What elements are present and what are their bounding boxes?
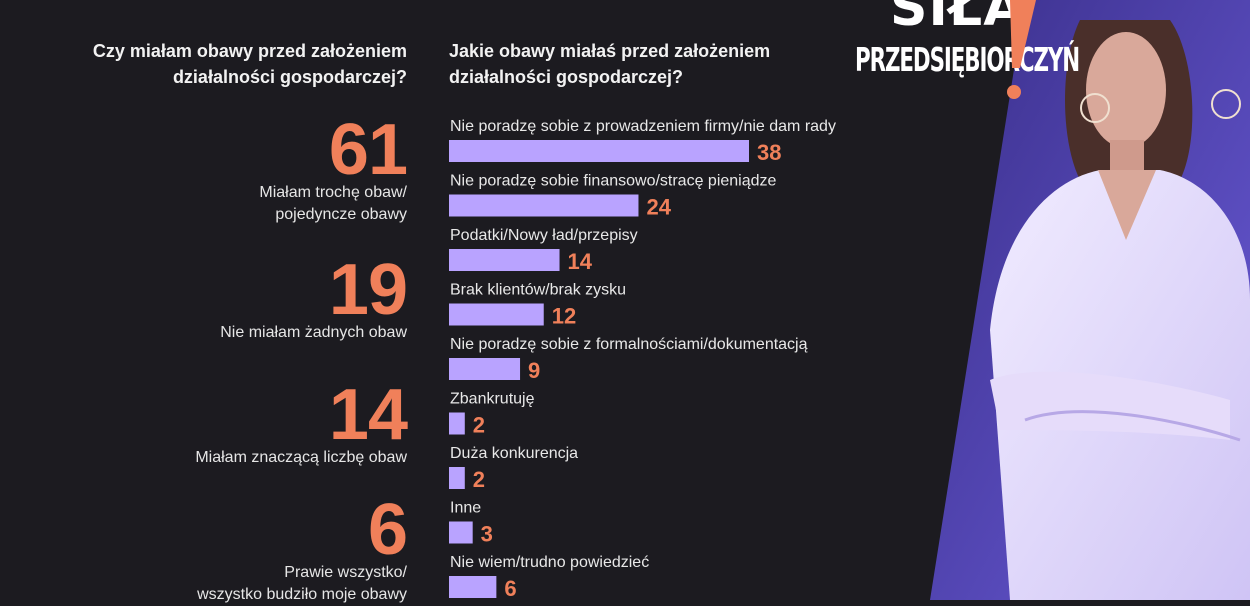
bar [449,521,473,544]
bar-category-label: Nie wiem/trudno powiedzieć [450,554,649,571]
bar-value-label: 38 [757,140,781,165]
right-question-line-1: Jakie obawy miałaś przed założeniem [449,41,771,61]
bar [449,303,544,326]
bar-value-label: 9 [528,358,540,383]
bar [449,249,560,271]
brand-logo: SIŁA PRZEDSIĘBIORCZYŃ [850,0,1080,110]
bar-value-label: 2 [473,413,485,438]
bar-category-label: Duża konkurencja [450,445,578,462]
stat-label-line: wszystko budziło moje obawy [197,586,407,603]
brand-line-2: PRZEDSIĘBIORCZYŃ [855,40,1080,79]
bar [449,412,465,435]
stat-value: 61 [328,110,408,190]
bar-value-label: 3 [481,522,493,547]
stat-label-line: Miałam znaczącą liczbę obaw [195,449,407,466]
left-question-line-2: działalności gospodarczej? [172,67,407,87]
stat-block-3: 14 Miałam znaczącą liczbę obaw [195,375,408,469]
bar [449,358,521,380]
bar-category-label: Nie poradzę sobie z formalnościami/dokum… [450,336,808,353]
bar [449,194,639,217]
bar-category-label: Nie poradzę sobie z prowadzeniem firmy/n… [450,118,836,135]
stat-block-4: 6 Prawie wszystko/ wszystko budziło moje… [197,490,408,606]
bar-value-label: 6 [504,576,516,600]
left-question: Czy miałam obawy przed założeniem działa… [27,38,407,90]
bar [449,467,465,489]
bar-value-label: 12 [552,304,576,329]
stat-label-line: Miałam trochę obaw/ [259,184,407,201]
right-question: Jakie obawy miałaś przed założeniem dzia… [449,38,869,90]
bar [449,140,749,162]
right-question-line-2: działalności gospodarczej? [449,67,684,87]
bar-value-label: 14 [568,249,593,274]
bar-category-label: Inne [450,500,481,517]
bar-category-label: Podatki/Nowy ład/przepisy [450,227,638,244]
stat-value: 19 [328,250,408,330]
woman-photo [930,0,1250,600]
concerns-bar-chart: Nie poradzę sobie z prowadzeniem firmy/n… [449,118,836,600]
bar-category-label: Nie poradzę sobie finansowo/stracę pieni… [450,173,777,190]
stat-block-1: 61 Miałam trochę obaw/ pojedyncze obawy [259,110,408,226]
brand-line-1: SIŁA [890,0,1025,38]
stat-label-line: Prawie wszystko/ [284,564,407,581]
stat-value: 14 [328,375,408,455]
stat-label-line: pojedyncze obawy [275,206,407,223]
stat-label-line: Nie miałam żadnych obaw [220,324,407,341]
stat-block-2: 19 Nie miałam żadnych obaw [220,250,408,344]
bar-category-label: Zbankrutuję [450,391,535,408]
brand-exclamation-icon [1007,0,1036,99]
stat-value: 6 [367,490,408,570]
bar-value-label: 24 [646,195,671,220]
bar [449,576,497,598]
bar-value-label: 2 [473,467,485,492]
bar-category-label: Brak klientów/brak zysku [450,282,626,299]
left-question-line-1: Czy miałam obawy przed założeniem [92,41,407,61]
